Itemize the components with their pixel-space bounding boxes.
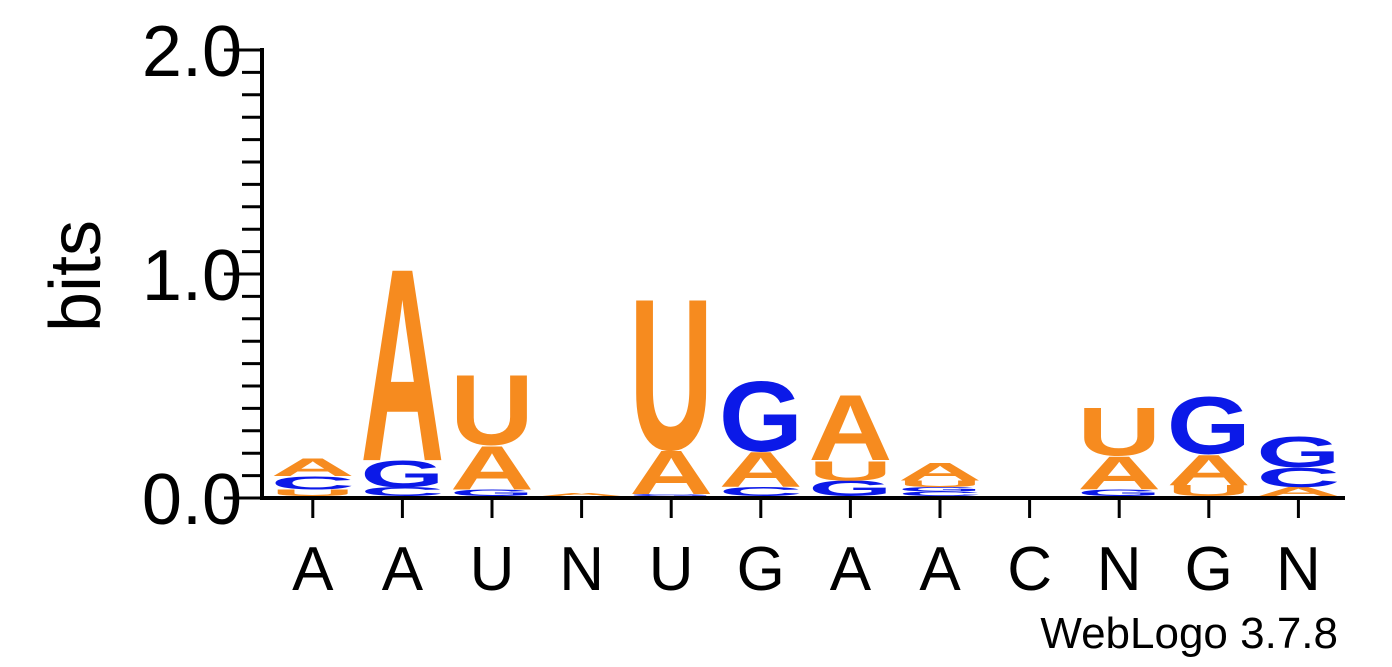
logo-letter-a: A: [1167, 445, 1251, 494]
logo-letter-a: A: [1077, 447, 1161, 499]
logo-letter-a: A: [629, 437, 713, 507]
logo-letter-c: C: [898, 490, 982, 497]
x-tick-label: U: [649, 535, 694, 604]
x-tick-label: A: [292, 535, 334, 604]
logo-letter-u: U: [898, 479, 982, 489]
x-tick-label: C: [1007, 535, 1052, 604]
logo-letter-c: C: [271, 472, 355, 493]
logo-letter-g: G: [1167, 380, 1251, 471]
logo-letter-a: A: [1256, 485, 1340, 499]
logo-letter-a: A: [719, 442, 803, 498]
logo-letter-c: C: [719, 485, 803, 499]
weblogo-credit: WebLogo 3.7.8: [1040, 609, 1338, 658]
logo-letter-g: G: [719, 362, 803, 474]
logo-letter-a: A: [271, 453, 355, 481]
logo-letter-u: U: [629, 253, 713, 495]
logo-letter-u: U: [1167, 482, 1251, 500]
logo-letter-g: G: [898, 486, 982, 493]
x-tick-label: A: [919, 535, 961, 604]
y-axis: 0.0 1.0 2.0: [142, 12, 264, 540]
logo-letter-a: A: [898, 458, 982, 486]
x-tick-label: N: [559, 535, 604, 604]
logo-letter-g: G: [360, 454, 444, 496]
x-tick-label: N: [1097, 535, 1142, 604]
logo-letter-g: G: [1256, 428, 1340, 477]
x-tick-label: A: [382, 535, 424, 604]
y-axis-label: bits: [36, 220, 116, 332]
y-tick-label: 0.0: [142, 460, 242, 540]
logo-letter-a: A: [360, 211, 444, 518]
x-tick-label: A: [830, 535, 872, 604]
logo-letter-g: G: [629, 493, 713, 496]
x-tick-label: G: [1185, 535, 1233, 604]
x-tick-label: G: [737, 535, 785, 604]
logo-letter-a: A: [540, 492, 624, 497]
x-tick-label: U: [470, 535, 515, 604]
y-tick-label: 2.0: [142, 12, 242, 92]
logo-letter-c: C: [1256, 461, 1340, 493]
logo-letter-a: A: [808, 376, 892, 481]
logo-letter-a: A: [450, 432, 534, 502]
logo-letter-u: U: [808, 455, 892, 487]
logo-letter-g: G: [808, 476, 892, 501]
logo-letter-g: G: [450, 488, 534, 498]
logo-letter-g: G: [1077, 488, 1161, 498]
logo-letter-u: U: [271, 488, 355, 498]
y-tick-label: 1.0: [142, 236, 242, 316]
logo-letter-c: C: [360, 485, 444, 499]
logo-letter-u: U: [450, 354, 534, 466]
logo-letter-u: U: [1077, 394, 1161, 471]
x-tick-label: N: [1276, 535, 1321, 604]
